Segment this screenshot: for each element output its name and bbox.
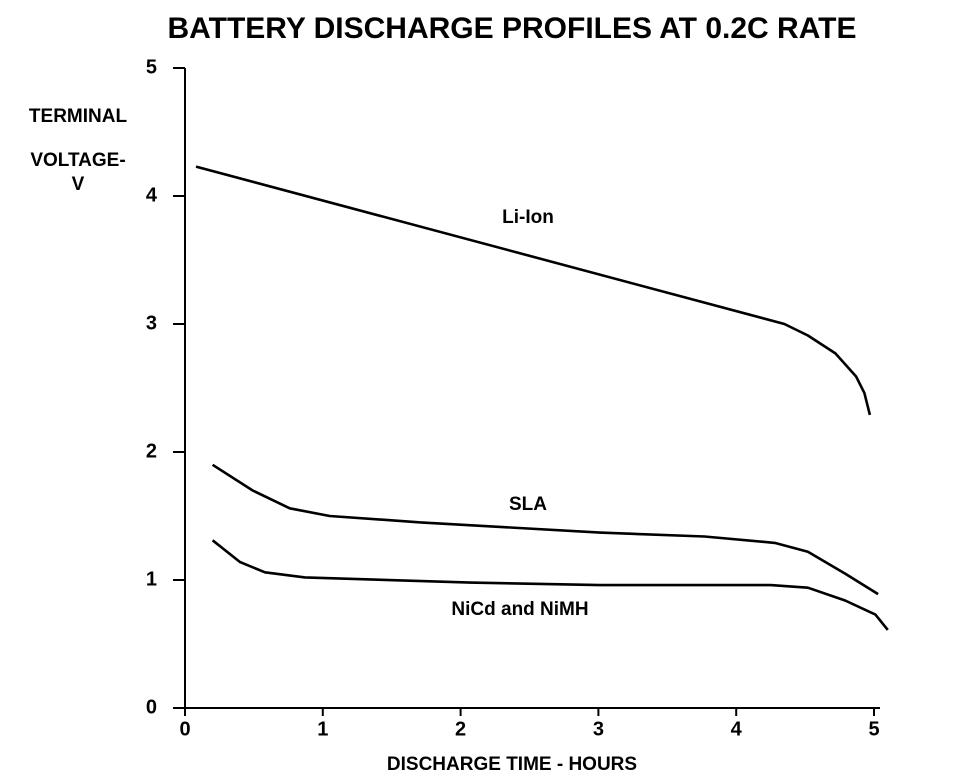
x-tick-label: 0 [179,718,190,740]
y-axis-label: VOLTAGE- [30,150,125,171]
x-tick-label: 3 [593,718,604,740]
chart-title: BATTERY DISCHARGE PROFILES AT 0.2C RATE [168,12,857,45]
series-label: SLA [509,494,547,515]
y-tick-label: 3 [146,312,157,334]
y-axis-label: V [72,174,85,195]
y-tick-label: 1 [146,568,157,590]
series-line [211,539,889,631]
x-axis-label: DISCHARGE TIME - HOURS [387,754,637,775]
x-tick-label: 1 [317,718,328,740]
x-tick-label: 2 [455,718,466,740]
y-tick-label: 2 [146,440,157,462]
x-tick-label: 4 [731,718,743,740]
x-tick-label: 5 [868,718,879,740]
series-label: Li-Ion [502,207,554,228]
series-line [211,463,879,596]
y-tick-label: 0 [146,696,157,718]
series-label: NiCd and NiMH [451,599,588,620]
y-tick-label: 5 [146,56,157,78]
series-line [195,165,872,416]
y-tick-label: 4 [146,184,158,206]
y-axis-label: TERMINAL [29,106,128,127]
